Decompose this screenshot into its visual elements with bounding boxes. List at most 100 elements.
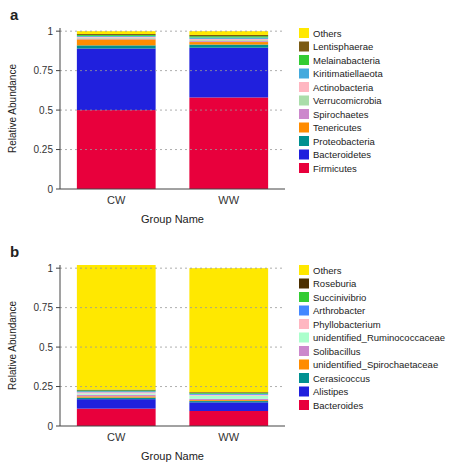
legend-swatch — [299, 136, 309, 146]
legend-swatch — [299, 109, 309, 119]
y-tick — [56, 386, 60, 387]
legend-label: Succinivibrio — [313, 292, 366, 303]
bar-segment — [77, 392, 156, 393]
y-tick-label: 0.5 — [39, 342, 53, 353]
y-tick — [56, 189, 60, 190]
bar-segment — [189, 401, 268, 402]
bar-segment — [77, 398, 156, 400]
legend-label: Spirochaetes — [313, 109, 369, 120]
bar-segment — [77, 409, 156, 426]
panel-title: a — [10, 6, 19, 23]
legend-label: Arthrobacter — [313, 305, 365, 316]
bar-segment — [77, 34, 156, 36]
panel: a00.250.50.751CWWWGroup NameRelative Abu… — [7, 6, 383, 225]
bars — [77, 265, 268, 426]
bar-segment — [77, 390, 156, 392]
bar-segment — [77, 396, 156, 397]
x-tick-label: WW — [218, 431, 239, 443]
y-tick — [56, 149, 60, 150]
legend-swatch — [299, 360, 309, 370]
legend-swatch — [299, 42, 309, 52]
y-tick-label: 0.25 — [34, 144, 54, 155]
bar-segment — [77, 31, 156, 34]
legend-label: Others — [313, 265, 342, 276]
legend-swatch — [299, 265, 309, 275]
legend-swatch — [299, 123, 309, 133]
x-axis — [60, 426, 285, 427]
bar-segment — [189, 41, 268, 43]
y-axis-label: Relative Abundance — [7, 64, 18, 153]
bar-segment — [189, 40, 268, 42]
legend-label: Melainabacteria — [313, 55, 381, 66]
grid-line — [60, 110, 285, 111]
bar-segment — [189, 45, 268, 48]
y-tick-label: 0.75 — [34, 302, 54, 313]
legend-swatch — [299, 373, 309, 383]
legend-swatch — [299, 150, 309, 160]
x-axis-label: Group Name — [141, 213, 204, 225]
grid-line — [60, 307, 285, 308]
bar-segment — [189, 39, 268, 40]
legend-label: Bacteroides — [313, 400, 363, 411]
bar-segment — [77, 37, 156, 39]
legend-swatch — [299, 279, 309, 289]
x-axis — [60, 189, 285, 190]
chart-root: a 0 0.25 0.5 0.75 1 CW WW Group Name Relative Abu… — [0, 0, 474, 474]
bar-segment — [77, 391, 156, 393]
bar-segment — [189, 393, 268, 395]
bar-segment — [189, 402, 268, 411]
grid-line — [60, 70, 285, 71]
y-tick — [56, 110, 60, 111]
legend-label: Cerasicoccus — [313, 373, 370, 384]
y-tick-label: 0 — [47, 421, 53, 432]
legend-swatch — [299, 163, 309, 173]
x-tick-label: CW — [107, 194, 126, 206]
legend-swatch — [299, 346, 309, 356]
x-tick-label: WW — [218, 194, 239, 206]
legend-swatch — [299, 387, 309, 397]
legend-swatch — [299, 55, 309, 65]
legend-swatch — [299, 82, 309, 92]
panel: b00.250.50.751CWWWGroup NameRelative Abu… — [7, 243, 445, 462]
y-tick — [56, 347, 60, 348]
legend-label: Roseburia — [313, 278, 357, 289]
bar-segment — [77, 49, 156, 111]
y-tick — [56, 268, 60, 269]
bar-segment — [77, 393, 156, 394]
panel-title: b — [10, 243, 19, 260]
legend-label: Alistipes — [313, 386, 349, 397]
legend-swatch — [299, 28, 309, 38]
y-axis — [60, 28, 61, 189]
bar-segment — [189, 35, 268, 36]
y-tick-label: 1 — [47, 263, 53, 274]
bar-segment — [77, 399, 156, 408]
bar-segment — [189, 37, 268, 38]
bar-segment — [189, 392, 268, 394]
grid-line — [60, 347, 285, 348]
bar-segment — [189, 400, 268, 402]
legend-swatch — [299, 319, 309, 329]
legend: OthersLentisphaeraeMelainabacteriaKiriti… — [299, 28, 383, 174]
bar-segment — [189, 36, 268, 37]
bar-segment — [189, 399, 268, 400]
y-axis — [60, 265, 61, 426]
bar-segment — [189, 97, 268, 189]
bar-segment — [77, 38, 156, 40]
bar-segment — [77, 265, 156, 390]
y-tick — [56, 31, 60, 32]
legend-swatch — [299, 306, 309, 316]
legend: Others Roseburia Succinivibrio Arthrobacter… — [299, 265, 445, 411]
y-tick-label: 0.25 — [34, 381, 54, 392]
bar-segment — [77, 35, 156, 37]
legend-label: Lentisphaerae — [313, 41, 373, 52]
grid-line — [60, 386, 285, 387]
bar-segment — [77, 39, 156, 45]
legend-label: Actinobacteria — [313, 82, 374, 93]
background — [0, 0, 474, 474]
bar-segment — [189, 394, 268, 396]
legend-swatch — [299, 333, 309, 343]
bar-segment — [189, 396, 268, 399]
bar-segment — [189, 42, 268, 45]
legend-label: Firmicutes — [313, 163, 357, 174]
bar-segment — [189, 48, 268, 98]
